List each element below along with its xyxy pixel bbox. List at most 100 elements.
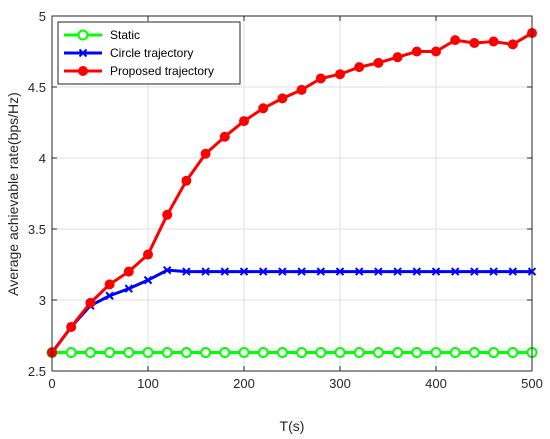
y-tick-label: 5: [39, 9, 46, 24]
data-point: [104, 279, 115, 290]
data-point: [488, 347, 500, 359]
data-point: [85, 297, 96, 308]
data-point: [278, 267, 287, 276]
data-point: [411, 46, 422, 57]
data-point: [220, 267, 230, 276]
data-point: [84, 347, 96, 359]
data-point: [257, 347, 269, 359]
data-point: [508, 267, 518, 276]
x-tick-label: 0: [48, 376, 55, 391]
data-point: [143, 275, 153, 285]
data-point: [430, 347, 442, 359]
data-point: [354, 62, 365, 73]
data-point: [276, 347, 288, 359]
legend-swatch-marker: [78, 48, 88, 58]
data-point: [469, 37, 480, 48]
x-tick-label: 300: [329, 376, 351, 391]
data-point: [65, 347, 77, 359]
data-point: [201, 267, 210, 276]
data-point: [123, 266, 134, 277]
data-point: [353, 347, 365, 359]
data-point: [315, 73, 326, 84]
x-tick-label: 500: [521, 376, 543, 391]
y-tick-label: 3.5: [28, 222, 46, 237]
data-point: [335, 69, 345, 80]
data-point: [507, 39, 518, 50]
plot-frame: [51, 15, 533, 372]
data-point: [258, 103, 269, 114]
legend-item: Circle trajectory: [64, 46, 193, 60]
series-line: [50, 268, 532, 354]
legend: Static Circle trajectory Proposed trajecto…: [57, 21, 241, 85]
data-point: [392, 347, 404, 359]
y-tick-label: 4: [39, 151, 46, 166]
data-point: [180, 347, 192, 359]
data-point: [239, 116, 249, 127]
data-point: [296, 84, 307, 95]
legend-swatch-marker: [78, 66, 88, 76]
data-point: [104, 347, 116, 359]
series-proposed-trajectory: [47, 28, 537, 358]
data-point: [449, 347, 461, 359]
x-tick-label: 400: [425, 376, 447, 391]
data-point: [200, 347, 212, 359]
x-tick-label: 100: [137, 376, 159, 391]
x-axis-ticks: 0 100 200 300 400 500: [48, 16, 543, 391]
data-point: [162, 209, 173, 220]
data-point: [372, 347, 384, 359]
data-point: [162, 265, 172, 275]
data-point: [239, 267, 249, 276]
series-circle-trajectory: [47, 265, 537, 357]
data-point: [105, 291, 114, 300]
y-tick-label: 3: [39, 293, 46, 308]
data-point: [200, 148, 211, 159]
data-point: [142, 347, 154, 359]
data-point: [182, 267, 191, 276]
data-point: [450, 267, 460, 276]
x-tick-label: 200: [233, 376, 255, 391]
x-axis-label: T(s): [280, 418, 305, 434]
legend-swatch-marker: [77, 29, 89, 41]
y-axis-label: Average achievable rate(bps/Hz): [5, 92, 21, 296]
data-point: [411, 347, 423, 359]
data-point: [431, 267, 441, 276]
legend-item: Proposed trajectory: [64, 64, 214, 78]
data-point: [315, 347, 327, 359]
data-point: [488, 36, 499, 47]
data-point: [123, 347, 135, 359]
legend-item: Static: [64, 28, 140, 42]
legend-label: Static: [110, 28, 140, 42]
data-point: [489, 267, 498, 276]
data-point: [354, 267, 364, 276]
data-point: [335, 267, 345, 276]
data-point: [450, 35, 461, 46]
data-point: [238, 347, 250, 359]
data-point: [412, 267, 422, 276]
data-point: [219, 347, 231, 359]
data-point: [161, 347, 173, 359]
data-point: [468, 347, 480, 359]
grid-lines: [51, 15, 533, 372]
data-point: [181, 175, 192, 186]
data-point: [219, 131, 230, 142]
data-point: [316, 267, 326, 276]
data-point: [431, 46, 441, 57]
data-point: [277, 93, 288, 104]
data-point: [297, 267, 306, 276]
data-point: [334, 347, 346, 359]
data-point: [66, 321, 77, 332]
data-point: [374, 267, 383, 276]
y-tick-label: 4.5: [28, 80, 46, 95]
legend-label: Circle trajectory: [110, 46, 193, 60]
y-tick-label: 2.5: [28, 364, 46, 379]
data-point: [507, 347, 519, 359]
data-point: [392, 52, 403, 63]
data-point: [393, 267, 402, 276]
legend-label: Proposed trajectory: [110, 64, 214, 78]
data-point: [470, 267, 479, 276]
data-point: [124, 284, 134, 293]
series-layer: [46, 28, 538, 359]
data-point: [373, 57, 384, 68]
data-point: [258, 267, 268, 276]
